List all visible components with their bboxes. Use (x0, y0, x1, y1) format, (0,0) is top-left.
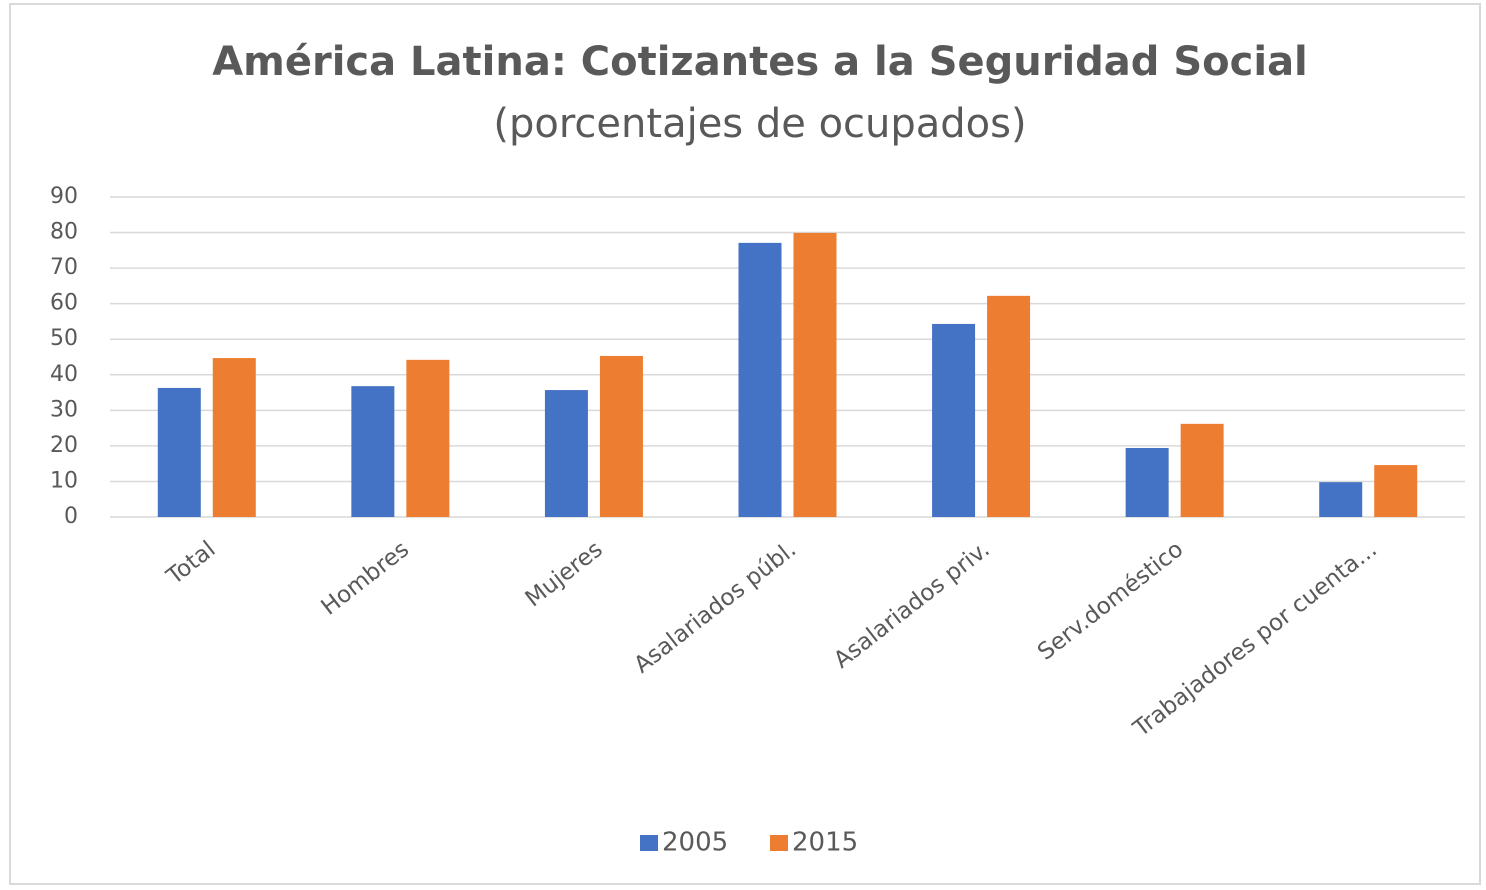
y-tick-label: 60 (50, 291, 78, 316)
bar (212, 358, 256, 517)
y-tick-label: 20 (50, 433, 78, 458)
chart-title: América Latina: Cotizantes a la Segurida… (212, 39, 1308, 85)
bar (157, 387, 201, 517)
bar (351, 386, 395, 517)
legend-swatch (640, 835, 658, 851)
bar (1180, 423, 1224, 517)
y-tick-label: 80 (50, 220, 78, 245)
y-tick-label: 40 (50, 362, 78, 387)
y-tick-label: 0 (64, 504, 78, 529)
bar (406, 359, 450, 517)
y-tick-label: 10 (50, 468, 78, 493)
y-tick-label: 90 (50, 184, 78, 209)
legend-label: 2015 (792, 828, 858, 858)
bar (1374, 465, 1418, 517)
chart-subtitle: (porcentajes de ocupados) (493, 101, 1026, 147)
y-tick-label: 30 (50, 397, 78, 422)
y-tick-label: 70 (50, 255, 78, 280)
legend-swatch (770, 835, 788, 851)
bar (793, 232, 837, 517)
legend-label: 2005 (662, 828, 728, 858)
bar (987, 295, 1031, 517)
y-tick-label: 50 (50, 326, 78, 351)
bar (932, 323, 976, 517)
bar (1319, 482, 1363, 517)
bar (544, 390, 588, 517)
bar (599, 355, 643, 517)
bar (738, 242, 782, 517)
bar (1125, 448, 1169, 517)
